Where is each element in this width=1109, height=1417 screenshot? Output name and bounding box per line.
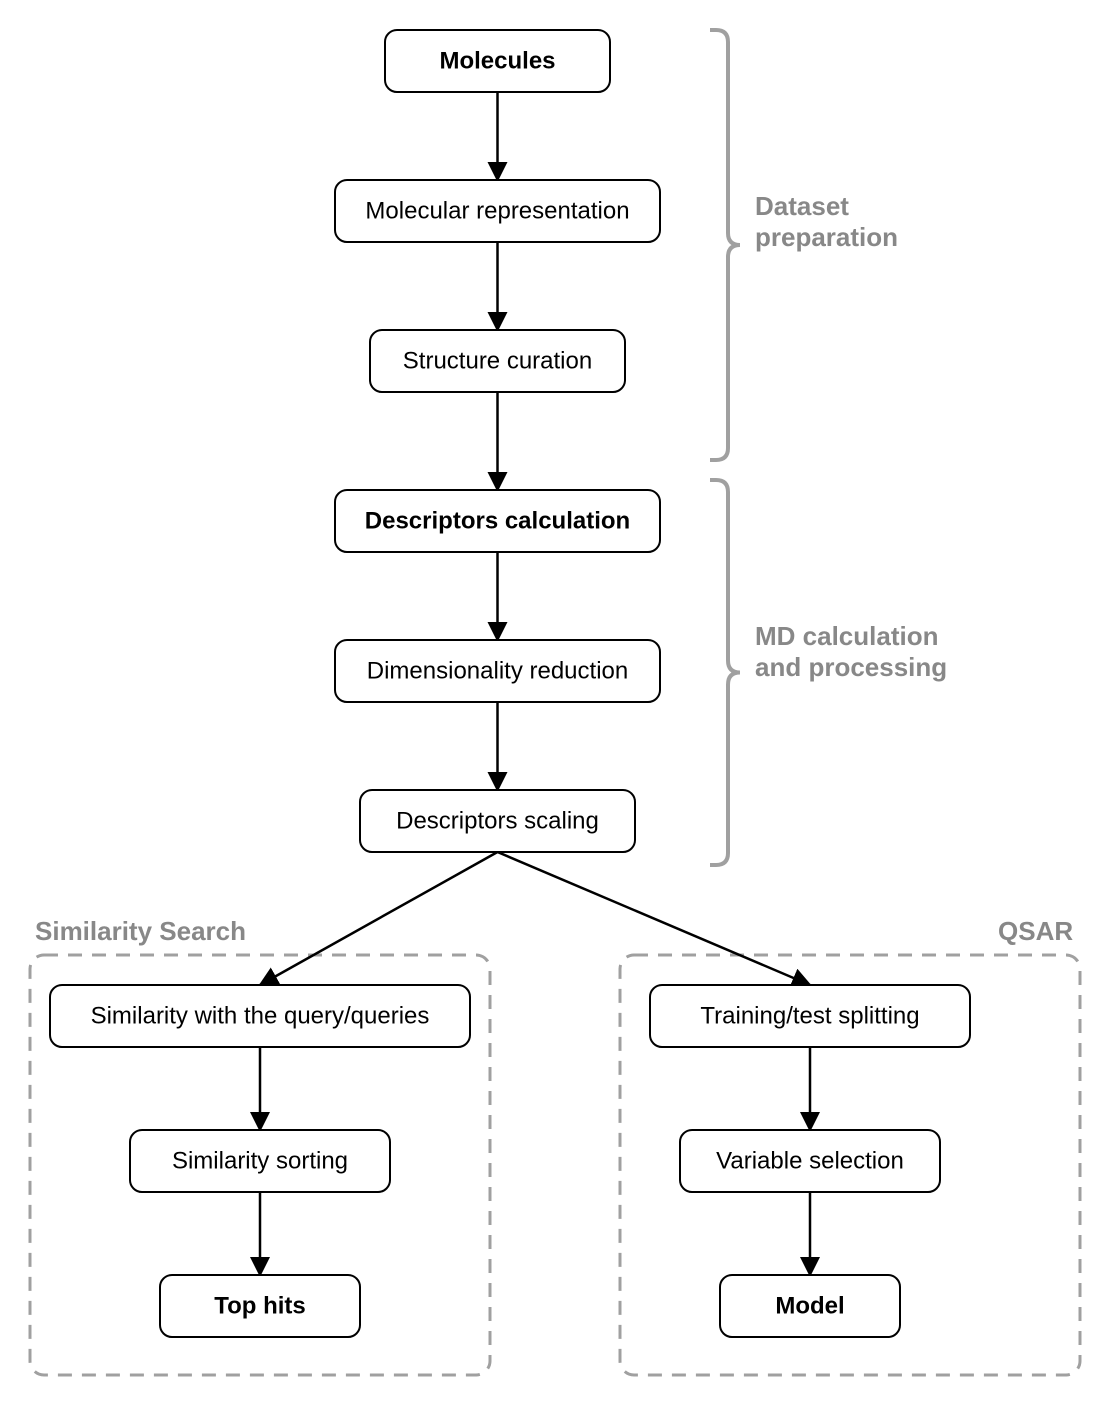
node-label: Structure curation xyxy=(403,347,592,374)
node-curation: Structure curation xyxy=(370,330,625,392)
flowchart: Similarity Search QSAR Molecules Molecular … xyxy=(0,0,1109,1417)
node-label: Training/test splitting xyxy=(700,1002,919,1029)
node-label: Similarity sorting xyxy=(172,1147,348,1174)
edge xyxy=(498,852,811,985)
node-simquery: Similarity with the query/queries xyxy=(50,985,470,1047)
group-title: Similarity Search xyxy=(35,916,246,946)
node-label: Top hits xyxy=(214,1292,306,1319)
node-scaling: Descriptors scaling xyxy=(360,790,635,852)
node-label: Variable selection xyxy=(716,1147,904,1174)
section-label: Datasetpreparation xyxy=(755,191,898,252)
group-title: QSAR xyxy=(998,916,1073,946)
node-dimred: Dimensionality reduction xyxy=(335,640,660,702)
node-descriptors: Descriptors calculation xyxy=(335,490,660,552)
node-simsort: Similarity sorting xyxy=(130,1130,390,1192)
node-molecules: Molecules xyxy=(385,30,610,92)
node-trainsplit: Training/test splitting xyxy=(650,985,970,1047)
edge xyxy=(260,852,498,985)
node-label: Molecules xyxy=(439,47,555,74)
node-molrep: Molecular representation xyxy=(335,180,660,242)
node-label: Descriptors scaling xyxy=(396,807,599,834)
node-label: Model xyxy=(775,1292,844,1319)
bracket xyxy=(710,480,740,865)
section-label: MD calculationand processing xyxy=(755,621,947,682)
node-label: Similarity with the query/queries xyxy=(91,1002,430,1029)
bracket xyxy=(710,30,740,460)
node-varsel: Variable selection xyxy=(680,1130,940,1192)
node-label: Molecular representation xyxy=(365,197,629,224)
node-label: Descriptors calculation xyxy=(365,507,630,534)
node-label: Dimensionality reduction xyxy=(367,657,628,684)
node-tophits: Top hits xyxy=(160,1275,360,1337)
node-model: Model xyxy=(720,1275,900,1337)
